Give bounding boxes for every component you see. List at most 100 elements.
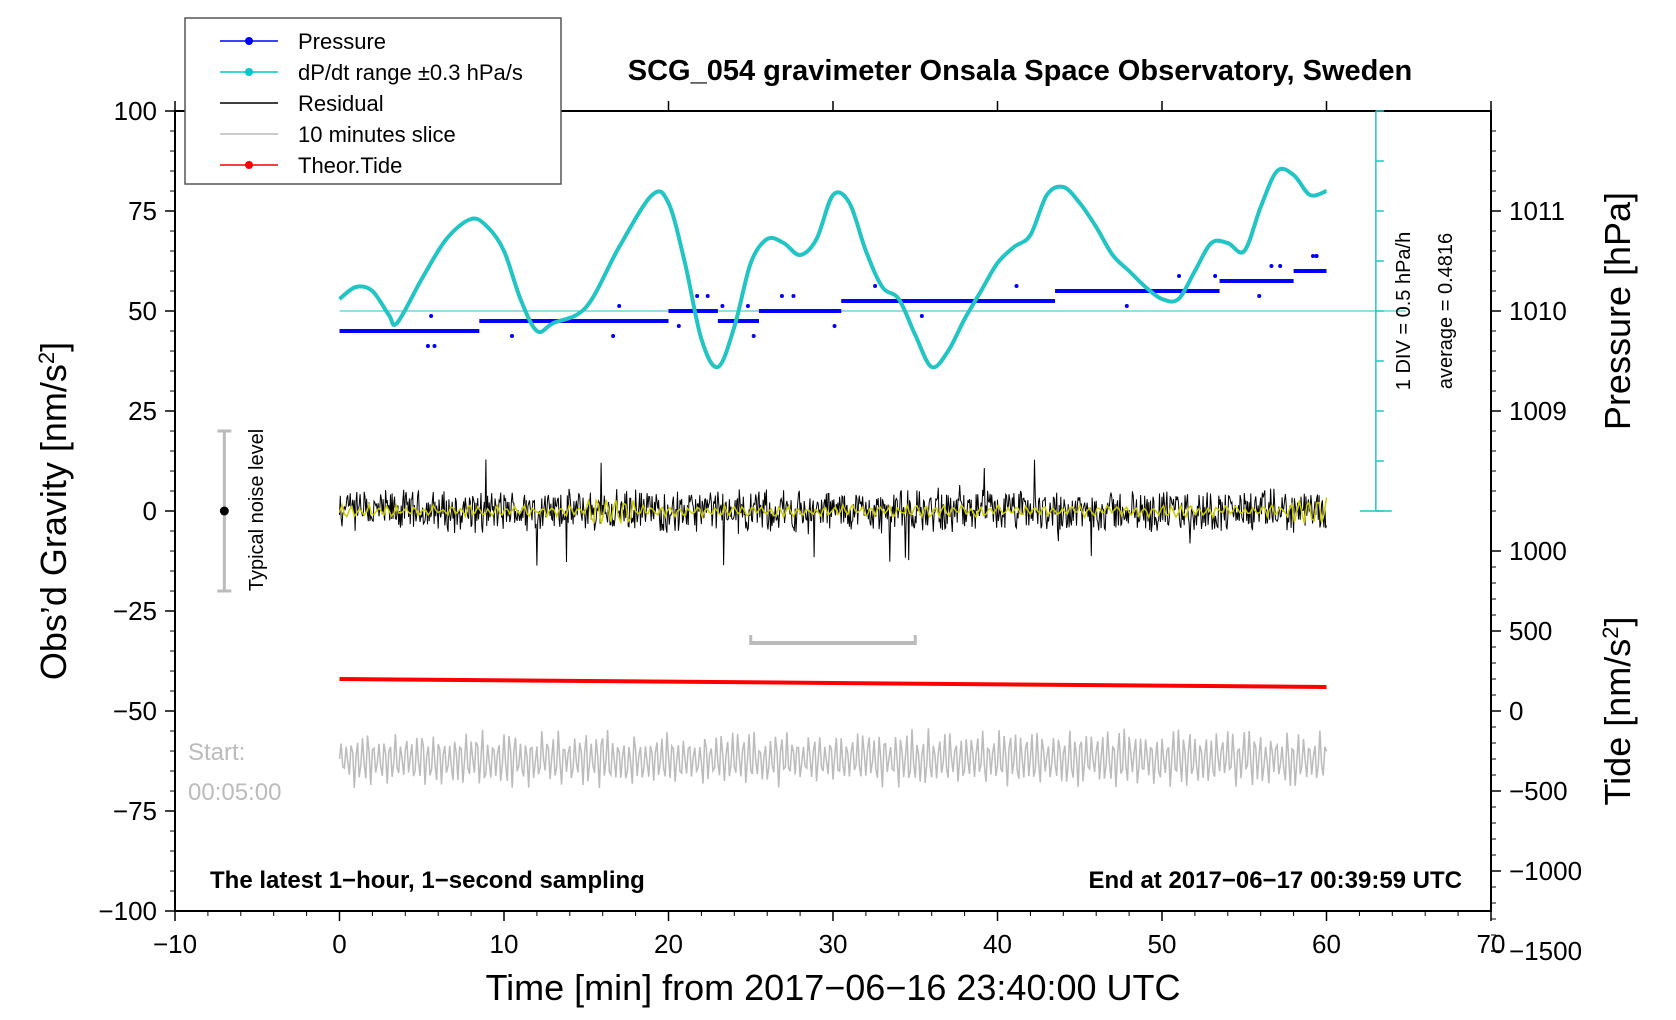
x-tick-label: 70 <box>1477 929 1506 959</box>
average-label: average = 0.4816 <box>1435 233 1457 389</box>
y-axis-ticks: 100 75 50 25 0 −25 −50 −75 −100 <box>98 96 175 926</box>
y-tick-label: 25 <box>128 396 157 426</box>
footer-right: End at 2017−06−17 00:39:59 UTC <box>1088 867 1462 894</box>
y-axis-title-left-sup: 2 <box>34 352 59 364</box>
x-tick-label: 40 <box>983 929 1012 959</box>
tide-tick-label: 500 <box>1509 616 1552 646</box>
tide-tick-label: −500 <box>1509 776 1568 806</box>
y-axis-title-left-base: Obs’d Gravity [nm/s <box>33 364 74 680</box>
legend-swatch-marker <box>245 68 253 76</box>
legend-swatch-marker <box>245 37 253 45</box>
pressure-point <box>791 294 796 298</box>
pressure-axis-ticks: 1011 1010 1009 <box>1491 130 1567 512</box>
x-tick-label: 30 <box>819 929 848 959</box>
pressure-point <box>779 294 784 298</box>
pressure-point <box>1177 274 1182 278</box>
y-axis-title-pressure: Pressure [hPa] <box>1597 192 1638 430</box>
pressure-point <box>751 334 756 338</box>
y-tick-label: −100 <box>98 896 157 926</box>
pressure-point <box>705 294 710 298</box>
pressure-point <box>1310 254 1315 258</box>
tide-tick-label: −1000 <box>1509 856 1582 886</box>
dpdt-series <box>338 166 1328 370</box>
slice-line <box>338 728 1328 789</box>
legend-swatch-marker <box>245 161 253 169</box>
legend-label: Residual <box>298 91 384 116</box>
x-tick-label: −10 <box>153 929 197 959</box>
y-tick-label: 50 <box>128 296 157 326</box>
y-tick-label: −25 <box>113 596 157 626</box>
right-scale-bar <box>1359 110 1392 512</box>
pressure-point <box>1014 284 1019 288</box>
dpdt-line <box>338 166 1328 370</box>
y-tick-label: 100 <box>114 96 157 126</box>
x-tick-label: 0 <box>332 929 346 959</box>
chart-title: SCG_054 gravimeter Onsala Space Observat… <box>628 55 1412 87</box>
pressure-tick-label: 1010 <box>1509 296 1567 326</box>
pressure-tick-label: 1009 <box>1509 396 1567 426</box>
y-tick-label: −50 <box>113 696 157 726</box>
start-time: 00:05:00 <box>188 779 281 806</box>
x-tick-label: 60 <box>1312 929 1341 959</box>
y-axis-title-tide: Tide [nm/s2] <box>1597 617 1638 806</box>
tide-tick-label: 0 <box>1509 696 1523 726</box>
legend-label: dP/dt range ±0.3 hPa/s <box>298 60 523 85</box>
pressure-point <box>1124 304 1129 308</box>
x-axis-ticks: −10 0 10 20 30 40 50 60 70 <box>153 101 1506 959</box>
y-axis-title-left-close: ] <box>33 342 74 352</box>
slice-bracket <box>749 635 917 645</box>
noise-bar-dot <box>219 506 229 516</box>
pressure-point <box>1213 274 1218 278</box>
pressure-point <box>676 324 681 328</box>
x-tick-label: 50 <box>1148 929 1177 959</box>
y-tick-label: 0 <box>143 496 157 526</box>
pressure-series <box>339 254 1327 348</box>
pressure-point <box>1269 264 1274 268</box>
y-axis-title-tide-sup: 2 <box>1598 627 1623 639</box>
tide-series <box>339 677 1327 689</box>
x-tick-label: 20 <box>654 929 683 959</box>
pressure-point <box>1257 294 1262 298</box>
residual-smoothed-series <box>338 497 1328 526</box>
pressure-point <box>1278 264 1283 268</box>
x-axis-title: Time [min] from 2017−06−16 23:40:00 UTC <box>485 967 1180 1008</box>
tide-tick-label: −1500 <box>1509 936 1582 966</box>
pressure-point <box>745 304 750 308</box>
noise-level-bar <box>217 429 232 593</box>
pressure-tick-label: 1011 <box>1509 196 1565 226</box>
pressure-point <box>429 314 434 318</box>
pressure-point <box>832 324 837 328</box>
noise-level-label: Typical noise level <box>246 429 268 591</box>
pressure-point <box>509 334 514 338</box>
legend-box <box>184 17 562 185</box>
pressure-point <box>425 344 430 348</box>
footer-left: The latest 1−hour, 1−second sampling <box>210 867 645 894</box>
tide-axis-ticks: 1000 500 0 −500 −1000 −1500 <box>1491 536 1582 966</box>
pressure-point <box>432 344 437 348</box>
pressure-point <box>617 304 622 308</box>
y-axis-title-tide-close: ] <box>1597 617 1638 627</box>
pressure-point <box>873 284 878 288</box>
legend-entries: Pressure dP/dt range ±0.3 hPa/s Residual 10… <box>220 29 523 178</box>
pressure-point <box>1314 254 1319 258</box>
y-tick-label: 75 <box>128 196 157 226</box>
pressure-point <box>919 314 924 318</box>
y-axis-title-tide-base: Tide [nm/s <box>1597 639 1638 806</box>
pressure-point <box>720 304 725 308</box>
y-tick-label: −75 <box>113 796 157 826</box>
div-label: 1 DIV = 0.5 hPa/h <box>1393 232 1415 390</box>
pressure-point <box>695 294 700 298</box>
legend-label: 10 minutes slice <box>298 122 456 147</box>
x-tick-label: 10 <box>490 929 519 959</box>
residual-smoothed-line <box>338 497 1328 526</box>
start-label: Start: <box>188 739 245 766</box>
tide-line <box>339 677 1327 689</box>
tide-tick-label: 1000 <box>1509 536 1567 566</box>
legend-label: Pressure <box>298 29 386 54</box>
slice-series <box>338 728 1328 789</box>
legend-label: Theor.Tide <box>298 153 402 178</box>
y-axis-title-left: Obs’d Gravity [nm/s2] <box>33 342 74 680</box>
pressure-point <box>611 334 616 338</box>
legend: Pressure dP/dt range ±0.3 hPa/s Residual 10… <box>184 17 562 185</box>
